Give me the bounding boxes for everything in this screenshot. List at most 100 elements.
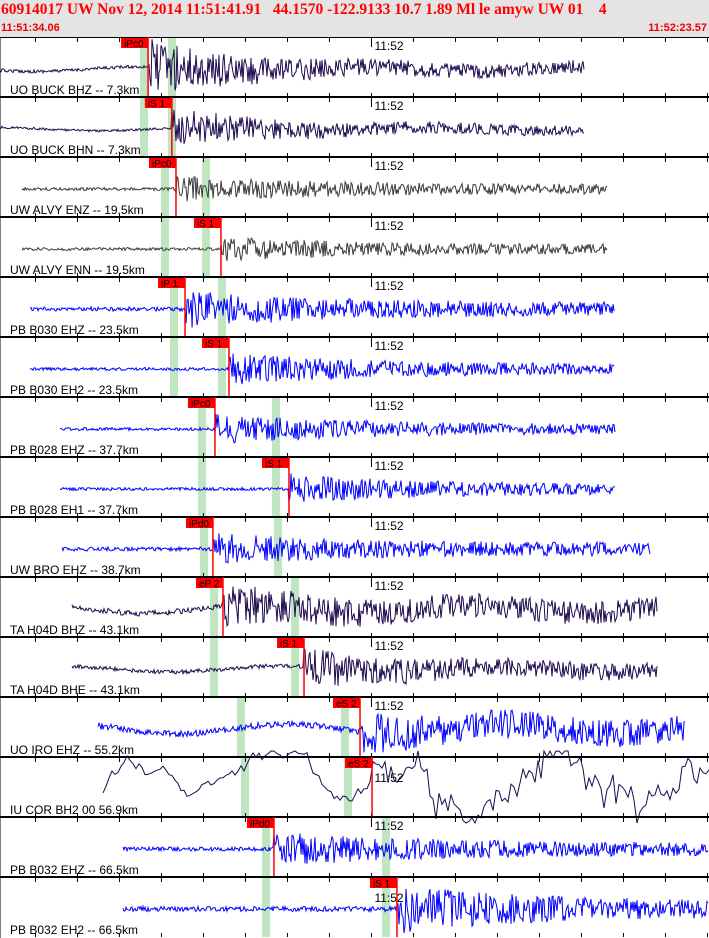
arrival-band bbox=[140, 37, 149, 97]
pick-flag[interactable] bbox=[195, 578, 223, 588]
pick-label: eP 2 bbox=[199, 579, 220, 590]
waveform bbox=[0, 108, 585, 144]
arrival-band bbox=[160, 217, 169, 277]
minute-label: 11:52 bbox=[374, 39, 403, 53]
arrival-band bbox=[290, 637, 299, 697]
trace-label: PB B028 EH1 -- 37.7km bbox=[10, 503, 138, 517]
minute-label: 11:52 bbox=[374, 219, 403, 233]
waveform bbox=[0, 39, 585, 91]
minute-label: 11:52 bbox=[374, 891, 403, 905]
pick-flag[interactable] bbox=[345, 758, 373, 768]
window-end-time: 11:52:23.57 bbox=[648, 22, 707, 34]
waveform bbox=[61, 533, 651, 564]
arrival-band bbox=[198, 457, 207, 517]
arrival-band bbox=[198, 397, 207, 457]
trace-row[interactable]: 11:52 iS 1 UO BUCK BHN -- 7.3km bbox=[0, 96, 709, 157]
pick-label: iS 1 bbox=[373, 879, 391, 890]
waveform bbox=[21, 176, 608, 202]
arrival-band bbox=[241, 757, 250, 817]
trace-row[interactable]: 11:52 iS 1 PB B028 EH1 -- 37.7km bbox=[0, 456, 709, 517]
trace-row[interactable]: 11:52 iPd0 PB B032 EHZ -- 66.5km bbox=[0, 816, 709, 877]
arrival-band bbox=[382, 877, 391, 937]
pick-flag[interactable] bbox=[121, 38, 149, 48]
minute-label: 11:52 bbox=[374, 339, 403, 353]
pick-flag[interactable] bbox=[277, 638, 305, 648]
minute-label: 11:52 bbox=[374, 699, 403, 713]
pick-flag[interactable] bbox=[261, 458, 289, 468]
waveform bbox=[122, 833, 709, 864]
window-start-time: 11:51:34.06 bbox=[1, 22, 60, 34]
arrival-band bbox=[271, 457, 280, 517]
minute-label: 11:52 bbox=[374, 579, 403, 593]
pick-flag[interactable] bbox=[158, 278, 186, 288]
arrival-band bbox=[262, 817, 271, 877]
minute-label: 11:52 bbox=[374, 819, 403, 833]
pick-label: iS 1 bbox=[205, 339, 223, 350]
pick-flag[interactable] bbox=[333, 698, 361, 708]
minute-label: 11:52 bbox=[374, 459, 403, 473]
arrival-band bbox=[160, 157, 169, 217]
minute-label: 11:52 bbox=[374, 159, 403, 173]
arrival-band bbox=[169, 277, 178, 337]
trace-label: PB B030 EH2 -- 23.5km bbox=[10, 383, 138, 397]
trace-row[interactable]: 11:52 iS 1 TA H04D BHE -- 43.1km bbox=[0, 636, 709, 697]
minute-label: 11:52 bbox=[374, 399, 403, 413]
arrival-band bbox=[169, 337, 178, 397]
trace-row[interactable]: 11:52 iP 1 PB B030 EHZ -- 23.5km bbox=[0, 276, 709, 337]
trace-label: PB B028 EHZ -- 37.7km bbox=[10, 443, 139, 457]
trace-row[interactable]: 11:52 iPd0 UW BRO EHZ -- 38.7km bbox=[0, 516, 709, 577]
arrival-band bbox=[343, 757, 352, 817]
waveform bbox=[71, 586, 658, 628]
trace-label: TA H04D BHZ -- 43.1km bbox=[10, 623, 139, 637]
pick-flag[interactable] bbox=[185, 518, 213, 528]
pick-label: iPc0 bbox=[191, 399, 211, 410]
pick-label: iPc0 bbox=[124, 39, 144, 50]
arrival-band bbox=[290, 577, 299, 637]
pick-flag[interactable] bbox=[193, 218, 221, 228]
trace-label: UO IRO EHZ -- 55.2km bbox=[10, 743, 134, 757]
pick-label: iS 1 bbox=[280, 639, 298, 650]
pick-flag[interactable] bbox=[187, 398, 215, 408]
trace-label: TA H04D BHE -- 43.1km bbox=[10, 683, 140, 697]
trace-label: IU COR BH2 00 56.9km bbox=[10, 803, 138, 817]
arrival-band bbox=[200, 517, 209, 577]
trace-row[interactable]: 11:52 eP 2 TA H04D BHZ -- 43.1km bbox=[0, 576, 709, 637]
minute-label: 11:52 bbox=[374, 639, 403, 653]
waveform bbox=[71, 648, 658, 686]
pick-flag[interactable] bbox=[201, 338, 229, 348]
pick-flag[interactable] bbox=[148, 158, 176, 168]
pick-label: iPd0 bbox=[189, 519, 209, 530]
arrival-band bbox=[273, 517, 282, 577]
trace-row[interactable]: 11:52 iS 1 UW ALVY ENN -- 19.5km bbox=[0, 216, 709, 277]
trace-label: PB B032 EH2 -- 66.5km bbox=[10, 923, 138, 937]
arrival-band bbox=[209, 637, 218, 697]
arrival-band bbox=[262, 877, 271, 937]
waveform bbox=[59, 413, 616, 444]
pick-flag[interactable] bbox=[246, 818, 274, 828]
trace-row[interactable]: 11:52 iPc0 UW ALVY ENZ -- 19.5km bbox=[0, 156, 709, 217]
pick-flag[interactable] bbox=[144, 98, 172, 108]
trace-row[interactable]: 11:52 iS 1 PB B030 EH2 -- 23.5km bbox=[0, 336, 709, 397]
minute-label: 11:52 bbox=[374, 519, 403, 533]
trace-row[interactable]: 11:52 iPc0 UO BUCK BHZ -- 7.3km bbox=[0, 37, 709, 97]
trace-label: UW BRO EHZ -- 38.7km bbox=[10, 563, 141, 577]
trace-label: PB B030 EHZ -- 23.5km bbox=[10, 323, 139, 337]
trace-label: UO BUCK BHZ -- 7.3km bbox=[10, 83, 139, 97]
trace-label: UO BUCK BHN -- 7.3km bbox=[10, 143, 141, 157]
pick-label: eS 2 bbox=[348, 759, 369, 770]
pick-flag[interactable] bbox=[369, 878, 397, 888]
waveform bbox=[97, 709, 686, 753]
waveform bbox=[59, 473, 616, 502]
pick-label: iS 1 bbox=[197, 219, 215, 230]
trace-row[interactable]: 11:52 eS 2 UO IRO EHZ -- 55.2km bbox=[0, 696, 709, 757]
waveform bbox=[122, 888, 709, 934]
trace-row[interactable]: 11:52 iPc0 PB B028 EHZ -- 37.7km bbox=[0, 396, 709, 457]
arrival-band bbox=[202, 217, 211, 277]
pick-label: iP 1 bbox=[161, 279, 178, 290]
trace-label: PB B032 EHZ -- 66.5km bbox=[10, 863, 139, 877]
pick-label: iS 1 bbox=[265, 459, 283, 470]
waveform bbox=[29, 292, 615, 328]
